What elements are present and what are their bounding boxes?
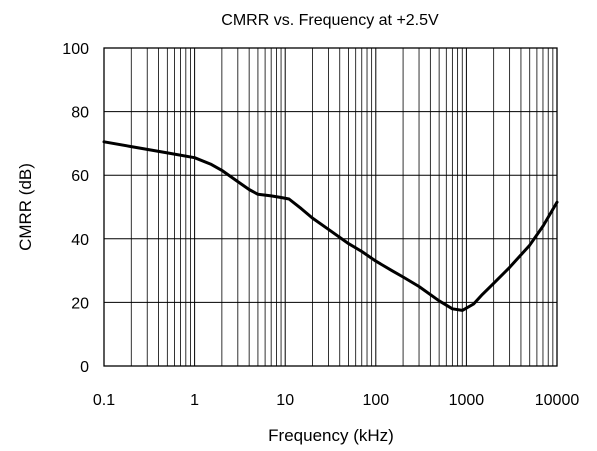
cmrr-curve	[102, 140, 559, 312]
y-tick-label: 60	[71, 168, 89, 185]
y-axis-label: CMRR (dB)	[16, 163, 35, 251]
chart-title: CMRR vs. Frequency at +2.5V	[221, 12, 439, 29]
grid-lines	[103, 47, 557, 367]
x-tick-label: 100	[362, 392, 389, 409]
x-tick-label: 1	[190, 392, 199, 409]
x-tick-label: 10	[276, 392, 294, 409]
x-tick-label: 1000	[449, 392, 485, 409]
y-tick-label: 40	[71, 232, 89, 249]
x-axis-label: Frequency (kHz)	[268, 426, 394, 445]
tick-labels: 0.1 1 10 100 1000 10000 0 20 40 60 80 100	[62, 41, 579, 409]
x-tick-label: 0.1	[93, 392, 115, 409]
y-tick-label: 80	[71, 105, 89, 122]
plot-area-border	[103, 47, 558, 367]
y-tick-label: 20	[71, 295, 89, 312]
y-tick-label: 0	[80, 359, 89, 376]
y-tick-label: 100	[62, 41, 89, 58]
x-tick-label: 10000	[535, 392, 580, 409]
